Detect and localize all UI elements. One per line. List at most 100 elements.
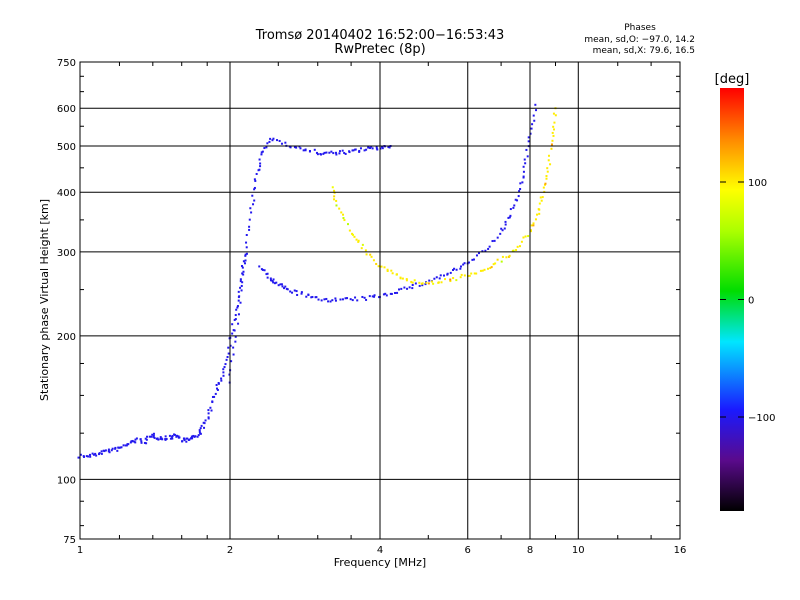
- data-point: [344, 297, 347, 300]
- data-point: [501, 255, 504, 258]
- data-point: [316, 153, 319, 156]
- data-point: [111, 447, 114, 450]
- data-point: [220, 379, 223, 382]
- series-o-mode-lower-trace: [77, 253, 247, 459]
- data-point: [145, 438, 148, 441]
- data-point: [361, 243, 364, 246]
- data-point: [236, 305, 239, 308]
- data-point: [375, 262, 378, 265]
- data-point: [365, 148, 368, 151]
- data-point: [505, 256, 508, 259]
- colorbar-tick-label: −100: [748, 413, 775, 424]
- data-point: [127, 443, 130, 446]
- data-point: [386, 269, 389, 272]
- data-point: [435, 276, 438, 279]
- data-point: [406, 287, 409, 290]
- series-o-mode-upper-band: [269, 137, 392, 156]
- data-point: [370, 255, 373, 258]
- data-point: [242, 273, 245, 276]
- data-point: [518, 190, 521, 193]
- data-point: [354, 148, 357, 151]
- data-point: [237, 290, 240, 293]
- data-point: [346, 297, 349, 300]
- series-x-mode-trace: [331, 107, 557, 285]
- data-point: [418, 284, 421, 287]
- data-point: [144, 437, 147, 440]
- data-point: [225, 358, 228, 361]
- data-point: [536, 213, 539, 216]
- data-point: [432, 282, 435, 285]
- data-point: [280, 283, 283, 286]
- data-point: [171, 437, 174, 440]
- data-point: [500, 227, 503, 230]
- data-point: [323, 151, 326, 154]
- data-point: [152, 432, 155, 435]
- data-point: [532, 224, 535, 227]
- data-point: [334, 299, 337, 302]
- data-point: [365, 253, 368, 256]
- data-point: [527, 235, 530, 238]
- data-point: [475, 272, 478, 275]
- x-axis-ticks: 1 2 4 6 8 10 16: [77, 62, 686, 556]
- data-point: [460, 273, 463, 276]
- data-point: [190, 435, 193, 438]
- data-point: [534, 218, 537, 221]
- data-point: [216, 388, 219, 391]
- data-point: [134, 438, 137, 441]
- data-point: [428, 279, 431, 282]
- data-point: [258, 158, 261, 161]
- data-point: [236, 306, 239, 309]
- data-point: [266, 142, 269, 145]
- data-point: [214, 392, 217, 395]
- data-point: [334, 151, 337, 154]
- data-point: [295, 290, 298, 293]
- data-point: [100, 450, 103, 453]
- data-point: [234, 335, 237, 338]
- data-point: [293, 289, 296, 292]
- stats-o-mode: mean, sd,O: −97.0, 14.2: [584, 35, 695, 45]
- data-point: [253, 199, 256, 202]
- colorbar-tick-label: 100: [748, 178, 767, 189]
- data-point: [361, 295, 364, 298]
- data-point: [131, 439, 134, 442]
- data-point: [200, 424, 203, 427]
- data-point: [213, 395, 216, 398]
- data-point: [381, 147, 384, 150]
- data-point: [463, 262, 466, 265]
- data-point: [494, 262, 497, 265]
- y-axis-label: Stationary phase Virtual Height [km]: [38, 199, 51, 401]
- data-point: [529, 229, 532, 232]
- data-point: [425, 281, 428, 284]
- data-point: [452, 269, 455, 272]
- data-point: [164, 435, 167, 438]
- data-point: [232, 346, 235, 349]
- data-point: [352, 149, 355, 152]
- data-point: [258, 265, 261, 268]
- data-point: [333, 191, 336, 194]
- data-point: [204, 419, 207, 422]
- data-point: [338, 150, 341, 153]
- y-tick-label: 400: [57, 188, 76, 199]
- data-point: [231, 332, 234, 335]
- data-point: [444, 278, 447, 281]
- data-point: [122, 444, 125, 447]
- series-o-mode-F1-cusp: [228, 140, 271, 384]
- data-point: [540, 199, 543, 202]
- data-point: [484, 249, 487, 252]
- data-point: [430, 280, 433, 283]
- data-point: [242, 270, 245, 273]
- data-point: [317, 298, 320, 301]
- data-point: [272, 278, 275, 281]
- data-point: [325, 151, 328, 154]
- data-point: [348, 150, 351, 153]
- data-point: [342, 217, 345, 220]
- data-point: [500, 260, 503, 263]
- data-point: [334, 297, 337, 300]
- data-point: [234, 340, 237, 343]
- data-point: [519, 188, 522, 191]
- data-point: [353, 235, 356, 238]
- data-point: [173, 433, 176, 436]
- data-point: [133, 440, 136, 443]
- data-point: [531, 123, 534, 126]
- data-point: [473, 272, 476, 275]
